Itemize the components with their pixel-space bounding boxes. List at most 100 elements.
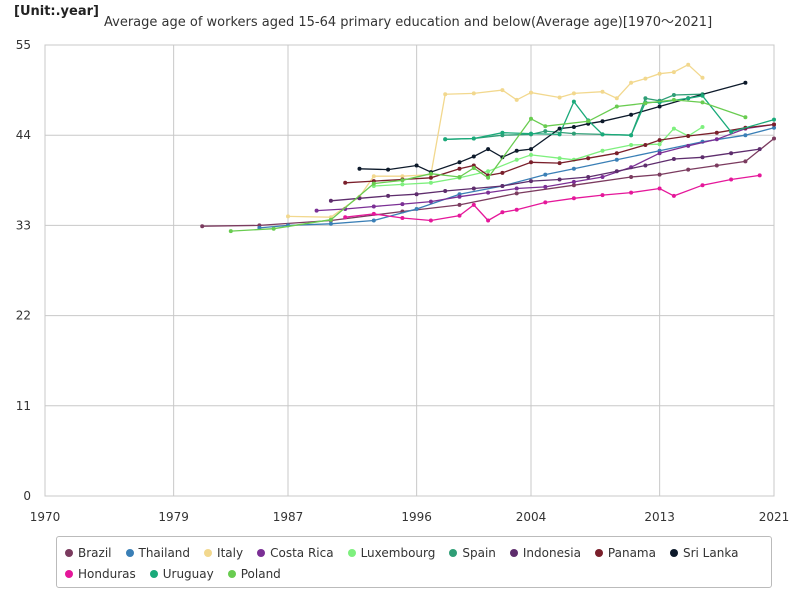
legend-item[interactable]: Uruguay [149, 563, 214, 584]
data-point [571, 131, 576, 136]
data-point [700, 75, 705, 80]
data-point [500, 210, 505, 215]
legend-item[interactable]: Panama [594, 542, 656, 563]
data-point [400, 178, 405, 183]
data-point [600, 89, 605, 94]
legend-item[interactable]: Brazil [65, 542, 112, 563]
legend-label: Poland [240, 566, 281, 581]
data-point [600, 193, 605, 198]
data-point [757, 147, 762, 152]
data-point [657, 142, 662, 147]
data-point [500, 170, 505, 175]
data-point [657, 104, 662, 109]
legend-label: Luxembourg [360, 545, 436, 560]
data-point [586, 119, 591, 124]
legend-item[interactable]: Costa Rica [257, 542, 334, 563]
y-tick-label: 22 [16, 309, 31, 323]
data-point [657, 151, 662, 156]
series-line [330, 148, 760, 202]
legend-item[interactable]: Honduras [65, 563, 136, 584]
data-point [700, 183, 705, 188]
data-point [471, 202, 476, 207]
data-point [486, 175, 491, 180]
data-point [671, 97, 676, 102]
data-point [743, 159, 748, 164]
series-line [445, 93, 703, 140]
data-point [514, 191, 519, 196]
legend-label: Costa Rica [270, 545, 334, 560]
data-point [772, 125, 776, 130]
data-point [671, 157, 676, 161]
data-point [614, 104, 619, 109]
data-point [629, 112, 634, 117]
data-point [428, 171, 433, 176]
data-point [514, 186, 519, 191]
data-point [557, 161, 562, 166]
legend-marker [125, 548, 134, 557]
data-point [657, 172, 662, 177]
x-tick-label: 1970 [30, 510, 61, 524]
legend-label: Panama [607, 545, 656, 560]
data-point [571, 183, 576, 188]
data-point [686, 143, 691, 148]
data-point [471, 136, 476, 141]
data-point [529, 147, 533, 152]
series-line [345, 123, 775, 184]
data-point [557, 95, 562, 100]
data-point [729, 177, 734, 182]
data-point [371, 218, 376, 223]
legend-item[interactable]: Spain [449, 542, 496, 563]
data-point [557, 177, 562, 182]
data-point [328, 198, 333, 203]
line-chart: 0 11 22 33 44 55 1970 1979 1987 1996 2004 2013 2021 [16, 38, 790, 524]
data-point [543, 200, 548, 205]
data-point [657, 138, 662, 143]
legend-marker [669, 548, 678, 557]
data-point [600, 148, 605, 153]
axes: 0 11 22 33 44 55 1970 1979 1987 1996 2004 2013 2021 [16, 38, 790, 524]
legend-item[interactable]: Luxembourg [347, 542, 436, 563]
data-point [228, 229, 233, 234]
data-point [400, 182, 405, 187]
data-point [371, 181, 376, 186]
data-point [543, 172, 548, 177]
legend-item[interactable]: Poland [227, 563, 281, 584]
x-tick-label: 2004 [516, 510, 547, 524]
data-point [571, 166, 576, 171]
legend-marker [227, 569, 236, 578]
data-point [457, 175, 462, 179]
data-point [686, 167, 691, 172]
data-point [557, 156, 562, 161]
legend-item[interactable]: Thailand [125, 542, 190, 563]
series-costa-rica [314, 122, 776, 213]
data-point [529, 160, 533, 165]
data-point [671, 70, 676, 75]
data-point [486, 169, 491, 174]
data-point [471, 186, 476, 191]
legend-label: Indonesia [522, 545, 581, 560]
data-point [514, 97, 519, 102]
y-tick-label: 44 [16, 128, 31, 142]
legend-item[interactable]: Indonesia [509, 542, 581, 563]
data-point [743, 80, 748, 85]
data-point [357, 166, 362, 171]
data-point [614, 169, 619, 174]
data-point [428, 175, 433, 180]
data-point [714, 163, 719, 168]
legend-item[interactable]: Italy [204, 542, 243, 563]
data-point [600, 132, 605, 137]
series-line [259, 127, 775, 229]
data-point [400, 216, 405, 220]
data-point [571, 179, 576, 184]
y-tick-label: 55 [16, 38, 31, 52]
data-point [686, 96, 691, 101]
legend-marker [449, 548, 458, 557]
data-point [443, 189, 448, 193]
series-group [200, 62, 776, 234]
data-point [428, 218, 433, 223]
y-tick-label: 11 [16, 399, 31, 413]
data-point [600, 119, 605, 124]
unit-label: [Unit:.year] [14, 4, 99, 19]
legend-marker [509, 548, 518, 557]
legend-item[interactable]: Sri Lanka [669, 542, 738, 563]
